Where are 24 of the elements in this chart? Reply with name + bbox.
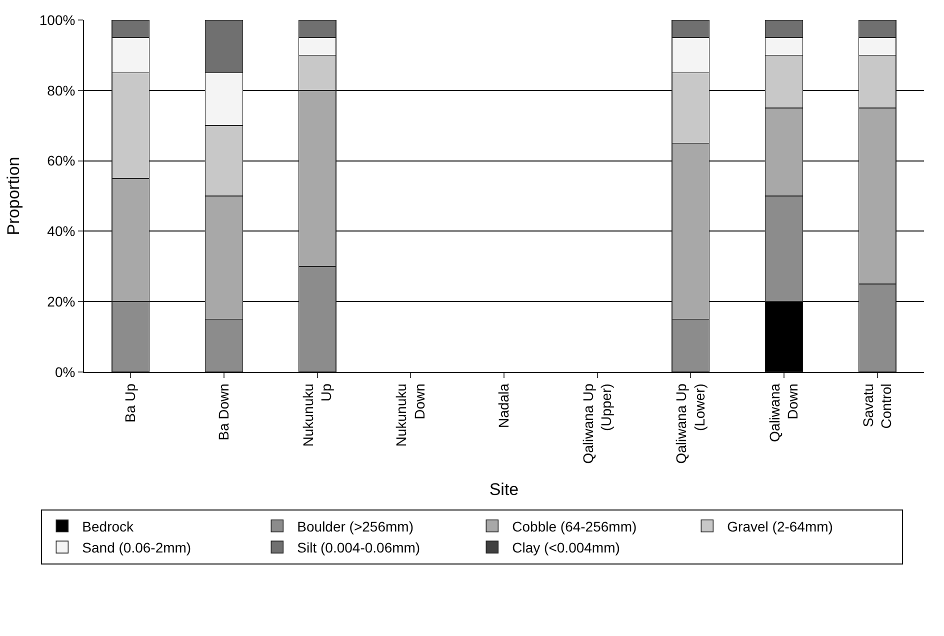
x-tick-label: Nukunuku Down <box>393 384 428 447</box>
x-tick-label: Qaliwana Down <box>766 383 801 442</box>
x-tick-label: Qaliwana Up (Lower) <box>673 383 708 464</box>
y-tick-label: 40% <box>47 223 76 240</box>
x-tick-label: Savatu Control <box>860 384 894 429</box>
y-tick-label: 100% <box>39 12 76 28</box>
x-tick-label: Nukunuku Up <box>300 383 334 447</box>
y-tick-label: 60% <box>47 152 76 169</box>
legend-label: Sand (0.06-2mm) <box>82 540 192 556</box>
y-tick-label: 80% <box>47 82 76 98</box>
legend-label: Boulder (>256mm) <box>297 518 414 534</box>
legend-label: Silt (0.004-0.06mm) <box>297 540 420 556</box>
y-axis-title: Proportion <box>4 156 23 236</box>
x-tick-label: Nadala <box>496 383 512 428</box>
legend-label: Gravel (2-64mm) <box>727 518 833 534</box>
x-tick-label: Qaliwana Up (Upper) <box>580 383 614 464</box>
legend-label: Bedrock <box>82 518 135 534</box>
x-tick-label: Ba Up <box>122 383 138 423</box>
x-tick-label: Ba Down <box>216 384 232 440</box>
y-tick-label: 0% <box>54 364 76 380</box>
legend-label: Cobble (64-256mm) <box>512 518 637 534</box>
y-tick-label: 20% <box>47 294 76 310</box>
legend-label: Clay (<0.004mm) <box>512 540 620 556</box>
x-axis-title: Site <box>489 480 519 500</box>
